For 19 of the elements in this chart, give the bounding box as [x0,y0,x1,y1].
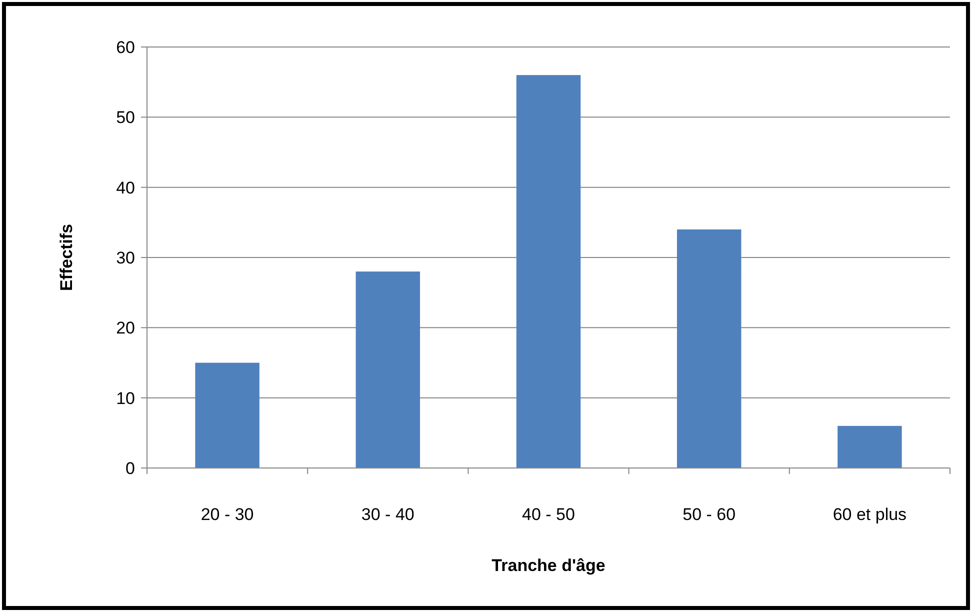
x-tick-label: 60 et plus [832,505,907,524]
y-tick-label: 30 [116,248,135,268]
bar [838,426,902,468]
x-tick-label: 20 - 30 [200,505,254,524]
bar [195,362,260,468]
x-tick-label: 50 - 60 [682,505,736,524]
y-tick-label: 50 [116,108,135,128]
y-tick-label: 0 [126,458,135,478]
x-tick-label: 40 - 50 [522,505,575,524]
y-tick-label: 40 [116,178,135,198]
y-tick-label: 10 [116,388,135,408]
y-axis-title: Effectifs [57,224,76,292]
bar [676,229,742,468]
y-tick-label: 60 [116,38,135,57]
x-axis-title: Tranche d'âge [492,556,606,575]
x-tick-label: 30 - 40 [361,505,414,524]
bar [356,272,420,468]
bar [516,75,581,468]
y-tick-label: 20 [116,318,135,338]
